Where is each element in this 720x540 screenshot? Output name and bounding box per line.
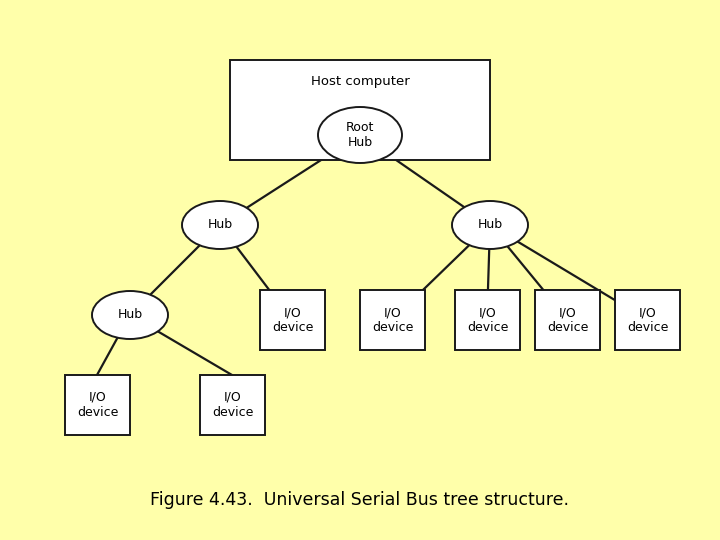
- Text: Root
Hub: Root Hub: [346, 121, 374, 149]
- Text: Hub: Hub: [477, 219, 503, 232]
- Text: I/O
device: I/O device: [77, 391, 118, 419]
- Text: I/O
device: I/O device: [467, 306, 508, 334]
- FancyBboxPatch shape: [615, 290, 680, 350]
- FancyBboxPatch shape: [535, 290, 600, 350]
- Text: I/O
device: I/O device: [372, 306, 413, 334]
- FancyBboxPatch shape: [65, 375, 130, 435]
- Ellipse shape: [92, 291, 168, 339]
- FancyBboxPatch shape: [360, 290, 425, 350]
- Text: I/O
device: I/O device: [272, 306, 313, 334]
- FancyBboxPatch shape: [200, 375, 265, 435]
- FancyBboxPatch shape: [455, 290, 520, 350]
- Text: Figure 4.43.  Universal Serial Bus tree structure.: Figure 4.43. Universal Serial Bus tree s…: [150, 491, 570, 509]
- Text: Hub: Hub: [117, 308, 143, 321]
- Text: I/O
device: I/O device: [546, 306, 588, 334]
- FancyBboxPatch shape: [230, 60, 490, 160]
- Ellipse shape: [182, 201, 258, 249]
- Text: Hub: Hub: [207, 219, 233, 232]
- Ellipse shape: [452, 201, 528, 249]
- Text: Host computer: Host computer: [310, 75, 410, 88]
- Text: I/O
device: I/O device: [212, 391, 253, 419]
- Ellipse shape: [318, 107, 402, 163]
- Text: I/O
device: I/O device: [627, 306, 668, 334]
- FancyBboxPatch shape: [260, 290, 325, 350]
